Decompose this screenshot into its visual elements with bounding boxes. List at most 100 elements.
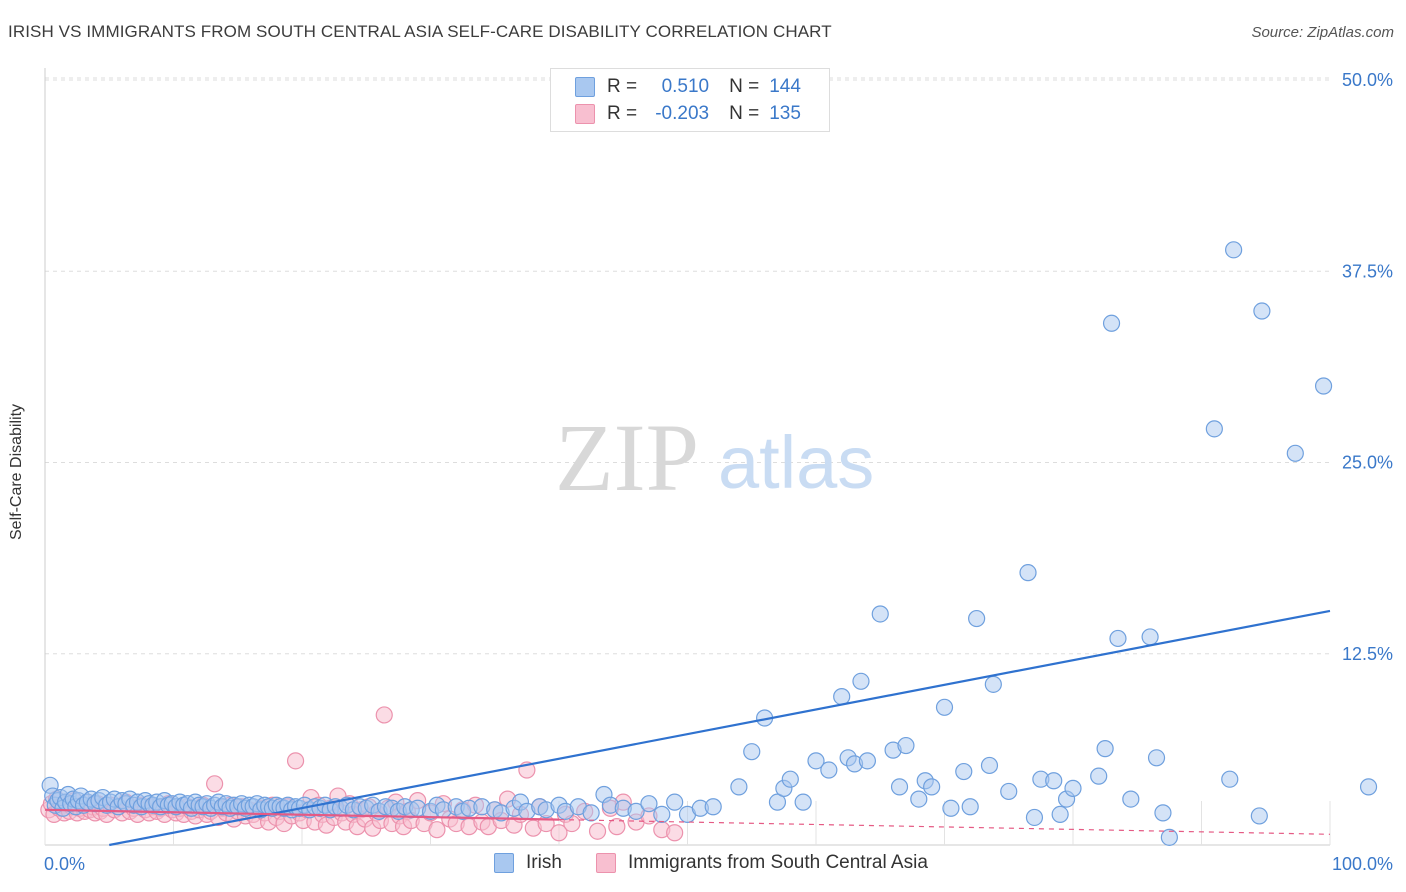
irish-point [666, 793, 684, 811]
sca-point [375, 706, 393, 724]
irish-point [1019, 564, 1037, 582]
legend-r-label: R = [607, 76, 638, 97]
irish-point [627, 802, 645, 820]
sca-point [550, 824, 568, 842]
x-tick-label-max: 100.0% [1332, 854, 1393, 874]
irish-point [743, 743, 761, 761]
irish-point [1090, 767, 1108, 785]
legend-label-irish: Irish [526, 852, 562, 873]
series-irish-points [41, 241, 1378, 846]
chart-title: IRISH VS IMMIGRANTS FROM SOUTH CENTRAL A… [8, 22, 832, 41]
irish-point [704, 798, 722, 816]
series-legend: Irish Immigrants from South Central Asia [0, 852, 1406, 878]
series-sca-points [40, 706, 684, 842]
irish-point [1286, 444, 1304, 462]
irish-point [833, 687, 851, 706]
irish-point [1250, 807, 1268, 825]
irish-point [1253, 302, 1271, 320]
legend-r-label: R = [607, 103, 638, 124]
irish-point [794, 793, 812, 811]
correlation-legend: R = 0.510 N = 144 R = -0.203 N = 135 [550, 68, 830, 132]
legend-n-label: N = [729, 76, 760, 97]
irish-point [923, 778, 941, 796]
irish-point [582, 804, 600, 822]
irish-point [968, 609, 986, 628]
irish-point [871, 605, 889, 623]
grid-lines [45, 77, 1330, 655]
irish-point [820, 761, 838, 779]
irish-point [910, 790, 928, 808]
legend-r-value: 0.510 [661, 76, 710, 97]
sca-point [286, 752, 305, 770]
irish-point [1141, 628, 1159, 646]
sca-point [608, 818, 626, 836]
irish-point [935, 698, 954, 716]
y-tick-label: 37.5% [1342, 261, 1393, 281]
irish-point [980, 756, 999, 775]
irish-point [1147, 749, 1166, 767]
legend-swatch-sca [596, 853, 616, 873]
irish-point [1359, 778, 1378, 796]
irish-point [653, 805, 671, 824]
irish-point [955, 762, 973, 781]
irish-point [768, 793, 787, 811]
sca-trend-line [44, 808, 560, 821]
x-tick-label-min: 0.0% [44, 854, 85, 874]
irish-point [1221, 770, 1239, 788]
legend-swatch-sca [575, 104, 595, 124]
irish-point [1314, 377, 1333, 395]
y-tick-label: 25.0% [1342, 453, 1393, 473]
y-axis-label: Self-Care Disability [8, 403, 25, 540]
legend-item-sca[interactable]: Immigrants from South Central Asia [596, 852, 928, 874]
sca-trend-line-extension [558, 819, 1331, 835]
sca-point [428, 821, 446, 839]
y-tick-label: 50.0% [1342, 70, 1393, 90]
legend-n-value: 144 [769, 76, 801, 97]
irish-point [1096, 740, 1114, 758]
watermark-zip: ZIP [555, 404, 699, 511]
irish-point [1122, 790, 1140, 808]
irish-point [1160, 828, 1178, 846]
irish-point [942, 799, 960, 817]
irish-point [781, 770, 799, 788]
source-label: Source: ZipAtlas.com [1251, 24, 1394, 41]
legend-row-sca: R = -0.203 N = 135 [575, 102, 801, 126]
legend-n-value: 135 [769, 103, 801, 124]
irish-point [1000, 782, 1018, 801]
irish-point [858, 752, 877, 770]
irish-point [1051, 805, 1069, 824]
irish-point [807, 752, 825, 770]
irish-point [640, 795, 658, 813]
legend-n-label: N = [729, 103, 760, 124]
sca-point [666, 824, 684, 842]
irish-point [1064, 779, 1082, 797]
legend-label-sca: Immigrants from South Central Asia [628, 852, 928, 873]
irish-point [1109, 629, 1127, 648]
legend-r-value: -0.203 [655, 103, 710, 124]
irish-point [1102, 314, 1121, 332]
irish-trend-line [109, 609, 1331, 847]
irish-point [852, 672, 870, 690]
tick-labels: 12.5% 25.0% 37.5% 50.0% 0.0% 100.0% [44, 70, 1393, 874]
irish-point [1205, 420, 1223, 438]
trend-lines [44, 609, 1331, 847]
watermark-atlas: atlas [718, 421, 874, 504]
irish-point [897, 736, 915, 755]
irish-point [1154, 804, 1172, 822]
legend-row-irish: R = 0.510 N = 144 [575, 75, 801, 99]
sca-point [588, 822, 607, 840]
legend-swatch-irish [575, 77, 595, 97]
irish-point [1025, 808, 1044, 827]
irish-point [1225, 241, 1243, 259]
irish-point [890, 778, 909, 796]
irish-point [984, 675, 1002, 693]
legend-item-irish[interactable]: Irish [494, 852, 562, 874]
legend-swatch-irish [494, 853, 514, 873]
irish-point [1045, 772, 1063, 790]
irish-point [730, 778, 748, 796]
sca-point [206, 775, 224, 793]
y-tick-label: 12.5% [1342, 644, 1393, 664]
irish-point [961, 798, 979, 816]
watermark: ZIP atlas [555, 404, 874, 511]
